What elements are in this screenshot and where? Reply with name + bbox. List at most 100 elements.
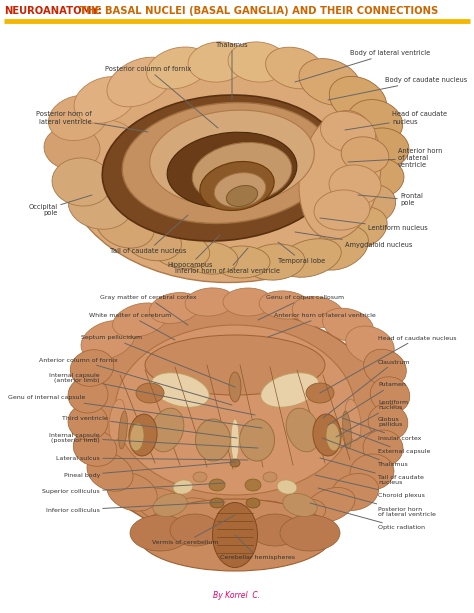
Ellipse shape xyxy=(150,408,184,452)
Text: Amygdaloid nucleus: Amygdaloid nucleus xyxy=(295,232,412,248)
Ellipse shape xyxy=(209,479,225,491)
Text: Head of caudate
nucleus: Head of caudate nucleus xyxy=(345,112,447,130)
Ellipse shape xyxy=(350,454,394,490)
Text: Internal capsule
(posterior limb): Internal capsule (posterior limb) xyxy=(49,433,258,448)
Text: Septum pellucidum: Septum pellucidum xyxy=(81,335,235,387)
Ellipse shape xyxy=(344,185,396,226)
Ellipse shape xyxy=(246,498,260,508)
Ellipse shape xyxy=(52,158,112,206)
Ellipse shape xyxy=(68,377,108,413)
Text: Body of caudate nucleus: Body of caudate nucleus xyxy=(328,77,467,100)
Ellipse shape xyxy=(314,190,370,230)
Ellipse shape xyxy=(115,325,355,495)
Text: Globus
pallidus: Globus pallidus xyxy=(340,417,402,448)
Text: Inferior colliculus: Inferior colliculus xyxy=(46,502,225,512)
Ellipse shape xyxy=(277,480,297,494)
Ellipse shape xyxy=(136,383,164,403)
Ellipse shape xyxy=(299,110,381,240)
Text: Thalamus: Thalamus xyxy=(216,42,248,100)
Text: Thalamus: Thalamus xyxy=(322,438,409,468)
Ellipse shape xyxy=(343,411,351,449)
Ellipse shape xyxy=(130,515,190,551)
Ellipse shape xyxy=(239,419,274,461)
Ellipse shape xyxy=(333,207,387,249)
Ellipse shape xyxy=(74,77,136,123)
Ellipse shape xyxy=(137,488,187,522)
Ellipse shape xyxy=(347,99,402,145)
Ellipse shape xyxy=(329,165,381,205)
Text: White matter of cerebrum: White matter of cerebrum xyxy=(89,313,175,340)
Ellipse shape xyxy=(44,126,100,170)
Ellipse shape xyxy=(226,186,258,207)
Ellipse shape xyxy=(210,498,224,508)
Ellipse shape xyxy=(279,238,341,277)
Text: Genu of corpus callosum: Genu of corpus callosum xyxy=(258,295,344,320)
Ellipse shape xyxy=(188,42,248,82)
Ellipse shape xyxy=(214,246,270,278)
Ellipse shape xyxy=(102,95,342,241)
Ellipse shape xyxy=(326,423,340,451)
Ellipse shape xyxy=(286,408,320,452)
Text: Choroid plexus: Choroid plexus xyxy=(315,475,425,498)
Ellipse shape xyxy=(313,414,341,456)
Ellipse shape xyxy=(62,120,138,177)
Ellipse shape xyxy=(150,110,314,206)
Ellipse shape xyxy=(331,473,379,511)
Ellipse shape xyxy=(151,373,210,407)
Ellipse shape xyxy=(240,501,290,529)
Ellipse shape xyxy=(118,411,128,449)
Ellipse shape xyxy=(68,404,108,440)
Ellipse shape xyxy=(368,404,408,440)
Ellipse shape xyxy=(170,514,220,546)
Ellipse shape xyxy=(364,349,406,387)
Ellipse shape xyxy=(81,321,135,359)
Text: Occipital
pole: Occipital pole xyxy=(29,195,92,216)
Text: Posterior horn of
lateral ventricle: Posterior horn of lateral ventricle xyxy=(36,112,148,132)
Ellipse shape xyxy=(274,498,326,528)
Text: Tail of caudate nucleus: Tail of caudate nucleus xyxy=(110,215,188,254)
Text: Vermis of cerebellum: Vermis of cerebellum xyxy=(152,515,235,545)
Ellipse shape xyxy=(96,202,154,248)
Ellipse shape xyxy=(231,419,239,461)
Text: Third ventricle: Third ventricle xyxy=(62,416,237,438)
Ellipse shape xyxy=(63,47,393,283)
Ellipse shape xyxy=(129,414,157,456)
Ellipse shape xyxy=(363,430,403,466)
Ellipse shape xyxy=(193,472,207,482)
Ellipse shape xyxy=(145,335,325,395)
Ellipse shape xyxy=(173,480,193,494)
Text: Putamen: Putamen xyxy=(328,383,406,425)
Ellipse shape xyxy=(345,399,361,441)
Text: Body of lateral ventricle: Body of lateral ventricle xyxy=(295,50,430,82)
Ellipse shape xyxy=(146,47,210,89)
Ellipse shape xyxy=(80,310,390,540)
Ellipse shape xyxy=(192,142,292,204)
Text: Gray matter of cerebral cortex: Gray matter of cerebral cortex xyxy=(100,295,196,325)
Ellipse shape xyxy=(107,57,173,107)
Text: Tail of caudate
nucleus: Tail of caudate nucleus xyxy=(320,458,424,485)
Text: Anterior column of fornix: Anterior column of fornix xyxy=(39,357,232,405)
Ellipse shape xyxy=(280,515,340,551)
Text: Internal capsule
(anterior limb): Internal capsule (anterior limb) xyxy=(49,373,255,415)
Ellipse shape xyxy=(87,453,133,491)
Ellipse shape xyxy=(212,503,257,568)
Text: Pineal body: Pineal body xyxy=(64,462,235,478)
Ellipse shape xyxy=(352,158,404,198)
Ellipse shape xyxy=(123,219,182,261)
Ellipse shape xyxy=(245,479,261,491)
Ellipse shape xyxy=(230,459,240,467)
Ellipse shape xyxy=(149,292,201,324)
Ellipse shape xyxy=(130,423,144,451)
Ellipse shape xyxy=(223,288,273,316)
Ellipse shape xyxy=(299,59,361,105)
Text: Hippocampus: Hippocampus xyxy=(167,235,220,268)
Ellipse shape xyxy=(185,288,235,316)
Text: NEUROANATOMY:: NEUROANATOMY: xyxy=(4,6,102,16)
Text: Optic radiation: Optic radiation xyxy=(310,503,425,530)
Ellipse shape xyxy=(259,291,311,319)
Ellipse shape xyxy=(153,493,187,517)
Ellipse shape xyxy=(346,326,394,364)
Ellipse shape xyxy=(265,47,324,89)
Ellipse shape xyxy=(283,493,317,517)
Ellipse shape xyxy=(195,419,230,461)
